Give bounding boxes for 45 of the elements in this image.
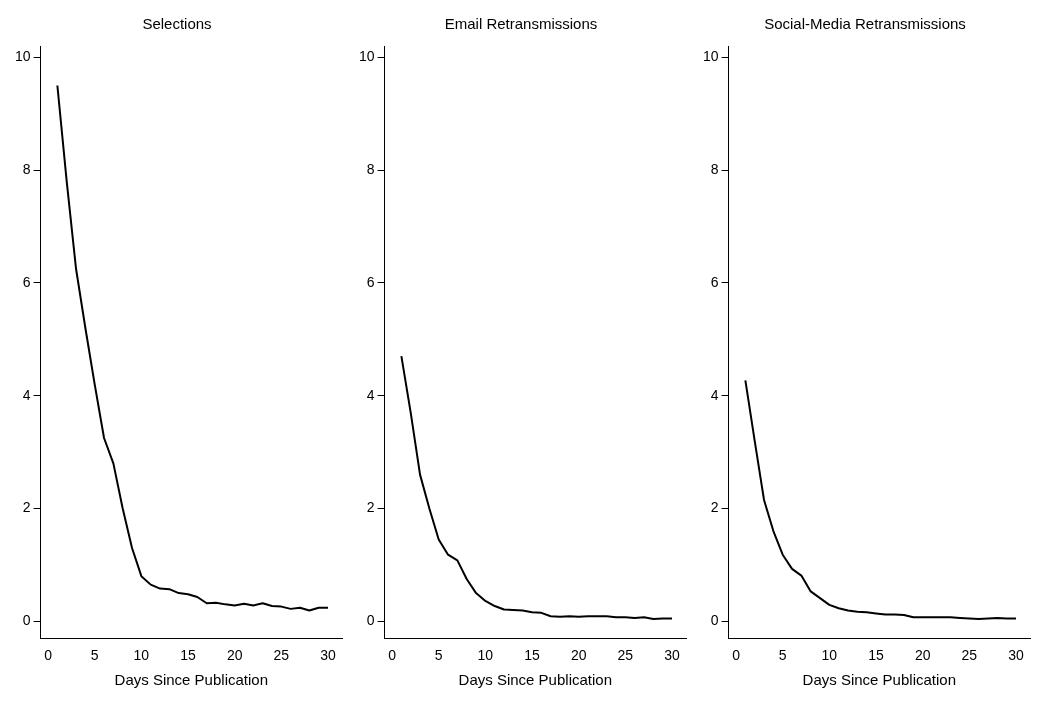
x-tick-label: 15 (524, 647, 541, 664)
y-tick-label: 2 (22, 499, 31, 516)
x-tick-label: 10 (821, 647, 838, 664)
chart-title: Selections (142, 15, 212, 33)
x-tick-label: 20 (570, 647, 587, 664)
x-tick-label: 10 (133, 647, 150, 664)
x-tick-label: 30 (1008, 647, 1024, 664)
y-tick-label: 2 (366, 499, 375, 516)
y-tick-label: 10 (14, 48, 31, 65)
y-tick-label: 6 (710, 273, 719, 290)
x-axis-title: Days Since Publication (114, 671, 268, 689)
y-tick-label: 2 (710, 499, 719, 516)
x-tick-label: 5 (90, 647, 99, 664)
y-tick-label: 8 (710, 160, 719, 177)
x-tick-label: 30 (320, 647, 336, 664)
y-tick-label: 8 (22, 160, 31, 177)
y-tick-label: 6 (366, 273, 375, 290)
y-tick-label: 4 (366, 386, 375, 403)
x-tick-label: 25 (617, 647, 634, 664)
x-tick-label: 20 (226, 647, 243, 664)
y-tick-label: 4 (710, 386, 719, 403)
y-tick-label: 0 (22, 612, 31, 629)
chart-title: Email Retransmissions (444, 15, 598, 33)
x-axis-title: Days Since Publication (458, 671, 612, 689)
y-tick-label: 0 (710, 612, 719, 629)
y-tick-label: 6 (22, 273, 31, 290)
x-tick-label: 5 (778, 647, 787, 664)
x-tick-label: 10 (477, 647, 494, 664)
y-tick-label: 10 (358, 48, 375, 65)
x-tick-label: 20 (914, 647, 931, 664)
x-tick-label: 0 (388, 647, 397, 664)
x-axis-title: Days Since Publication (802, 671, 956, 689)
x-tick-label: 0 (44, 647, 53, 664)
x-tick-label: 5 (434, 647, 443, 664)
y-tick-label: 4 (22, 386, 31, 403)
y-tick-label: 0 (366, 612, 375, 629)
x-tick-label: 0 (732, 647, 741, 664)
x-tick-label: 30 (664, 647, 680, 664)
chart-title: Social-Media Retransmissions (764, 15, 966, 33)
y-tick-label: 10 (702, 48, 719, 65)
y-tick-label: 8 (366, 160, 375, 177)
x-tick-label: 25 (273, 647, 290, 664)
x-tick-label: 15 (868, 647, 885, 664)
x-tick-label: 25 (961, 647, 978, 664)
x-tick-label: 15 (180, 647, 197, 664)
